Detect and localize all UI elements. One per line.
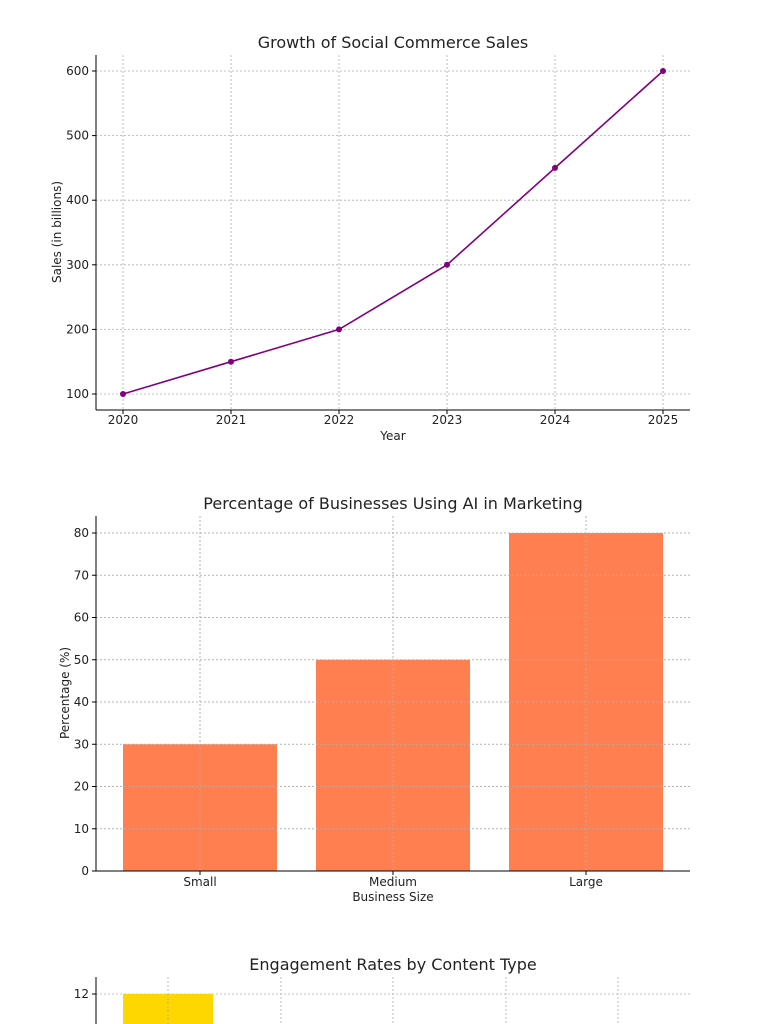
y-tick-label: 50 bbox=[74, 653, 89, 667]
data-point bbox=[444, 261, 450, 268]
y-tick-label: 400 bbox=[66, 193, 89, 207]
x-tick-label: 2022 bbox=[324, 413, 355, 427]
data-point bbox=[336, 326, 342, 333]
y-tick-label: 500 bbox=[66, 129, 89, 143]
y-tick-label: 300 bbox=[66, 258, 89, 272]
chart-title: Percentage of Businesses Using AI in Mar… bbox=[203, 494, 582, 513]
x-tick-label: Small bbox=[183, 875, 216, 889]
x-tick-label: 2021 bbox=[216, 413, 247, 427]
chart-title: Engagement Rates by Content Type bbox=[249, 955, 536, 974]
y-tick-label: 20 bbox=[74, 780, 89, 794]
data-point bbox=[552, 164, 558, 171]
data-point bbox=[660, 68, 666, 74]
y-tick-label: 60 bbox=[74, 611, 89, 625]
data-point bbox=[120, 391, 126, 397]
y-axis-label: Percentage (%) bbox=[58, 647, 72, 739]
x-tick-label: 2024 bbox=[540, 413, 571, 427]
y-tick-label: 30 bbox=[74, 737, 89, 751]
y-tick-label: 600 bbox=[66, 64, 89, 78]
bar-small bbox=[123, 744, 277, 871]
x-tick-label: 2023 bbox=[432, 413, 463, 427]
y-tick-label: 40 bbox=[74, 695, 89, 709]
x-axis-label: Business Size bbox=[352, 890, 433, 904]
ai-usage-bar-chart: Percentage of Businesses Using AI in Mar… bbox=[58, 494, 690, 904]
sales-series-line bbox=[122, 70, 664, 395]
x-axis-label: Year bbox=[379, 429, 405, 443]
y-tick-label: 10 bbox=[74, 822, 89, 836]
y-tick-label: 80 bbox=[74, 526, 89, 540]
y-tick-label: 200 bbox=[66, 322, 89, 336]
chart-title: Growth of Social Commerce Sales bbox=[258, 33, 529, 52]
y-tick-label: 70 bbox=[74, 568, 89, 582]
x-tick-label: 2025 bbox=[648, 413, 679, 427]
sales-growth-line-chart: Growth of Social Commerce Sales 2020 2021… bbox=[50, 33, 690, 443]
x-tick-label: 2020 bbox=[108, 413, 139, 427]
y-tick-label: 12 bbox=[74, 987, 89, 1001]
data-point bbox=[228, 358, 234, 365]
y-tick-label: 0 bbox=[81, 864, 89, 878]
y-axis-label: Sales (in billions) bbox=[50, 181, 64, 283]
x-tick-label: Large bbox=[569, 875, 603, 889]
engagement-bar-chart: Engagement Rates by Content Type 12 bbox=[74, 955, 690, 1024]
x-tick-label: Medium bbox=[369, 875, 417, 889]
y-tick-label: 100 bbox=[66, 387, 89, 401]
